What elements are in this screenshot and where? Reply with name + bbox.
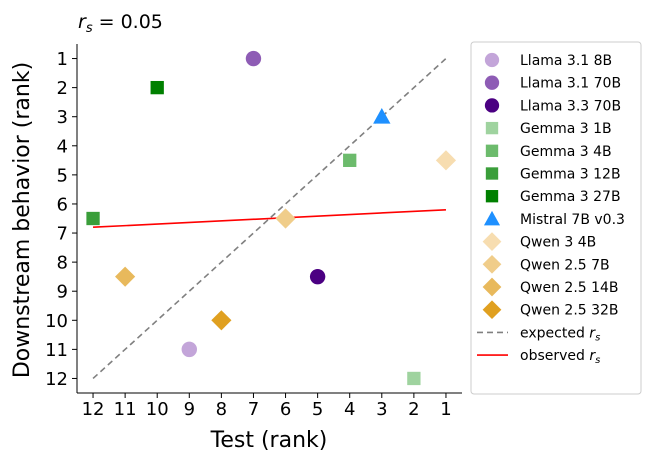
data-point-triangle [373, 108, 391, 124]
y-axis-label: Downstream behavior (rank) [10, 62, 35, 378]
x-tick-label: 8 [216, 399, 227, 420]
y-tick-label: 6 [57, 194, 68, 215]
legend-marker-diamond [482, 254, 502, 274]
legend-line-name: observed [520, 348, 589, 364]
observed-line [93, 208, 446, 229]
legend-marker-diamond [482, 277, 502, 297]
x-tick-label: 7 [248, 399, 259, 420]
legend-label-observed: observed rs [520, 348, 600, 366]
legend: Llama 3.1 8B Llama 3.1 70B Llama 3.3 70B Ge… [470, 41, 642, 395]
legend-label: Gemma 3 12B [520, 167, 621, 183]
chart-title-symbol: r [78, 11, 87, 33]
y-tick-label: 8 [57, 253, 68, 274]
x-tick-label: 11 [114, 399, 137, 420]
x-tick-label: 10 [146, 399, 169, 420]
legend-marker-square [485, 167, 499, 180]
reference-lines [92, 57, 447, 380]
axes [76, 44, 462, 394]
y-tick-label: 9 [57, 282, 68, 303]
chart-title-value: = 0.05 [93, 11, 163, 33]
x-tick-label: 12 [82, 399, 105, 420]
x-tick-label: 4 [344, 399, 355, 420]
legend-marker-diamond [482, 300, 502, 320]
legend-label: Gemma 3 1B [520, 121, 612, 137]
legend-line-name: expected [520, 325, 589, 341]
data-point-square [407, 371, 421, 386]
data-point-circle [309, 268, 326, 285]
x-tick-label: 9 [184, 399, 195, 420]
data-point-square [150, 80, 164, 95]
x-tick-label: 5 [312, 399, 323, 420]
chart-title-subscript: s [86, 21, 93, 36]
y-tick-label: 11 [45, 340, 68, 361]
legend-marker-square [485, 190, 499, 203]
y-tick-label: 1 [57, 49, 68, 70]
legend-label: Qwen 3 4B [520, 235, 596, 251]
y-tick-label: 5 [57, 165, 68, 186]
y-tick-label: 10 [45, 311, 68, 332]
legend-label: Qwen 2.5 32B [520, 303, 619, 319]
legend-marker-circle [484, 98, 500, 113]
legend-label: Llama 3.1 70B [520, 76, 621, 92]
y-tick-label: 3 [57, 107, 68, 128]
data-point-diamond [211, 310, 232, 331]
data-point-diamond [115, 266, 136, 287]
legend-label: Mistral 7B v0.3 [520, 212, 625, 228]
legend-marker-triangle [483, 210, 501, 226]
y-tick-label: 7 [57, 224, 68, 245]
x-tick-label: 6 [280, 399, 291, 420]
y-tick-label: 12 [45, 369, 68, 390]
data-point-diamond [275, 208, 296, 229]
legend-label: Qwen 2.5 14B [520, 280, 619, 296]
data-point-diamond [435, 150, 457, 171]
x-tick-label: 2 [408, 399, 419, 420]
legend-label: Gemma 3 4B [520, 144, 612, 160]
x-ticks: 12 11 10 9 8 7 6 5 4 3 2 1 [82, 393, 452, 420]
legend-label: Qwen 2.5 7B [520, 257, 610, 273]
legend-label-expected: expected rs [520, 325, 600, 343]
legend-marker-circle [484, 75, 500, 90]
legend-line-symbol: r [589, 348, 596, 364]
data-point-circle [181, 341, 197, 358]
legend-line-subscript: s [595, 332, 600, 343]
data-markers [86, 50, 457, 386]
chart-title: rs = 0.05 [78, 11, 163, 36]
legend-marker-square [485, 144, 499, 157]
legend-label: Gemma 3 27B [520, 189, 621, 205]
legend-frame [470, 41, 642, 395]
y-tick-label: 2 [57, 78, 68, 99]
legend-line-symbol: r [589, 325, 596, 341]
x-tick-label: 3 [376, 399, 387, 420]
data-point-square [343, 153, 357, 167]
legend-label: Llama 3.3 70B [520, 98, 621, 114]
legend-label: Llama 3.1 8B [520, 53, 612, 69]
legend-marker-diamond [482, 232, 502, 251]
legend-line-subscript: s [595, 355, 600, 366]
x-axis-label: Test (rank) [210, 428, 328, 453]
legend-marker-square [485, 121, 499, 135]
x-tick-label: 1 [440, 399, 451, 420]
data-point-square [86, 211, 100, 226]
legend-marker-circle [484, 52, 500, 68]
y-tick-label: 4 [57, 136, 68, 157]
data-point-circle [245, 50, 262, 67]
